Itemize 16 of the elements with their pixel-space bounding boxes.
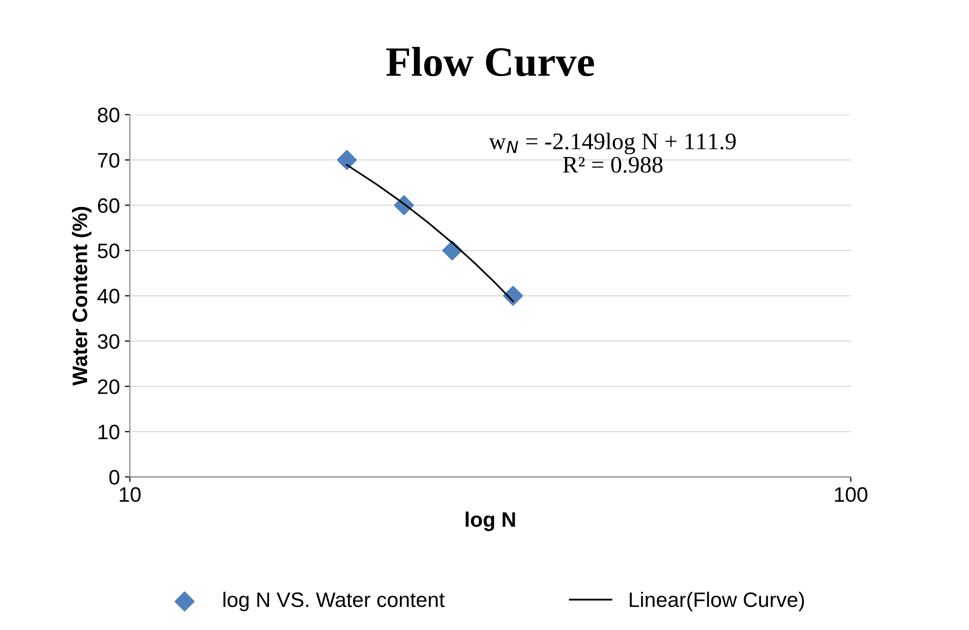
chart-title: Flow Curve [386,46,594,76]
y-tick-label: 30 [98,334,120,349]
y-tick-label: 80 [98,108,120,122]
x-axis-title: log N [466,512,515,532]
legend-label: Linear(Flow Curve) [630,592,804,612]
y-tick-label: 40 [97,288,120,304]
y-axis-title: Water Content (%) [72,206,92,386]
y-tick-label: 60 [98,198,120,213]
y-tick-label: 10 [98,424,120,440]
annotation: w$_{N}$ = -2.149log N + 111.9 R² = 0.988 [488,132,736,173]
y-tick-label: 50 [98,244,120,258]
y-tick-label: 70 [98,152,120,168]
legend-label: log N VS. Water content [223,592,445,612]
x-tick-label: 100 [834,487,868,502]
y-tick-label: 20 [98,379,120,394]
y-tick-label: 0 [109,470,120,485]
